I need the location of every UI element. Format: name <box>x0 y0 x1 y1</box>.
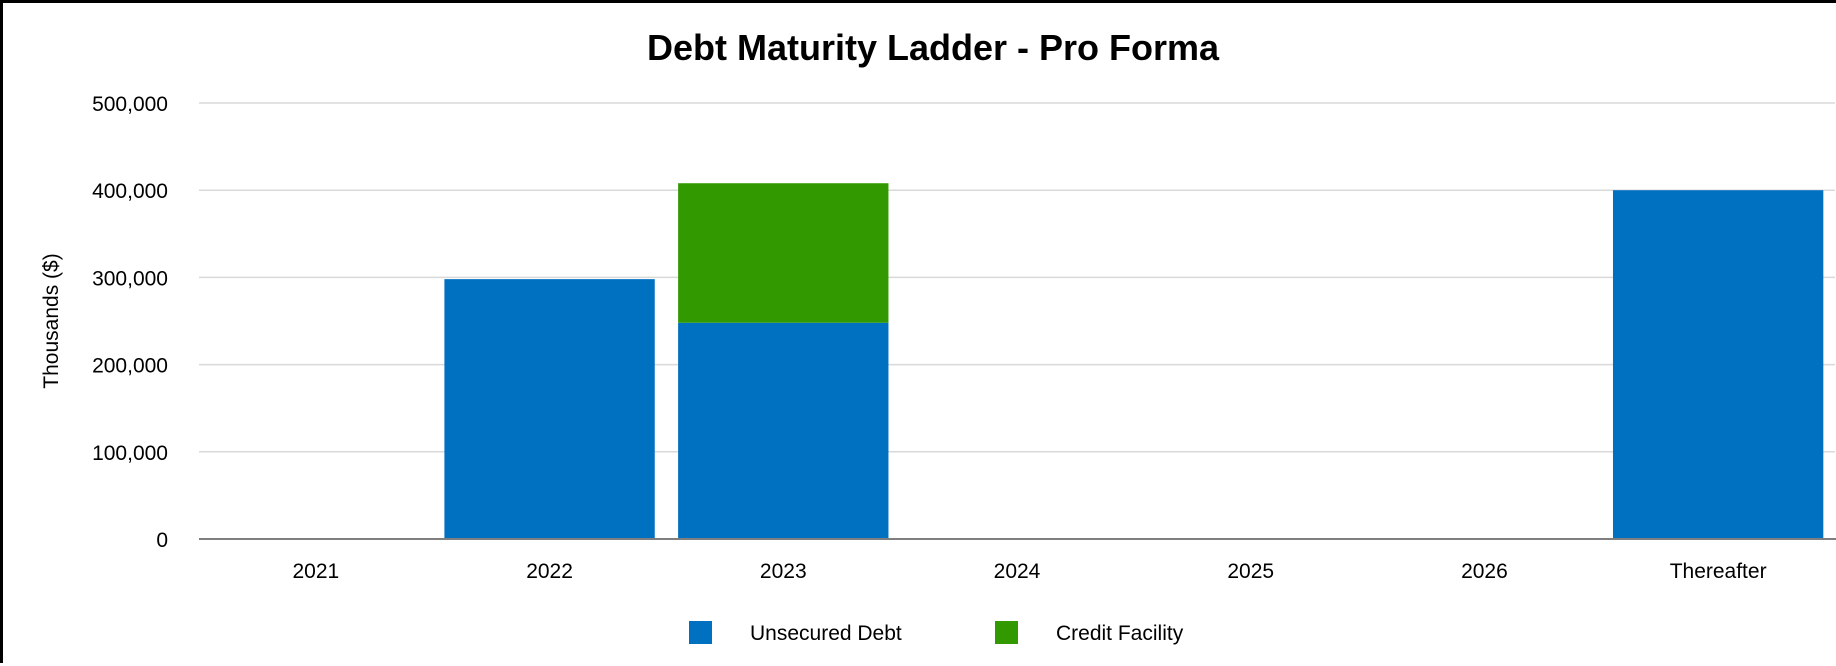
legend-label: Credit Facility <box>1056 622 1184 645</box>
x-tick-label: 2021 <box>292 560 339 583</box>
chart: Debt Maturity Ladder - Pro Forma Thousan… <box>40 27 1836 645</box>
y-axis-ticks: 0 100,000 200,000 300,000 400,000 500,000 <box>92 93 168 552</box>
legend-swatch <box>995 621 1018 644</box>
y-tick-label: 400,000 <box>92 180 168 203</box>
x-tick-label: 2024 <box>994 560 1041 583</box>
y-tick-label: 200,000 <box>92 355 168 378</box>
bars <box>444 183 1824 539</box>
x-axis-ticks: 2021 2022 2023 2024 2025 2026 Thereafter <box>292 560 1766 583</box>
y-axis-title: Thousands ($) <box>40 253 63 388</box>
bar-unsecured-debt-thereafter <box>1612 190 1824 539</box>
legend: Unsecured Debt Credit Facility <box>689 621 1184 645</box>
legend-swatch <box>689 621 712 644</box>
bar-unsecured-debt-2023 <box>678 322 889 539</box>
bar-unsecured-debt-2022 <box>444 279 655 539</box>
x-tick-label: 2023 <box>760 560 807 583</box>
x-tick-label: 2022 <box>526 560 573 583</box>
y-tick-label: 500,000 <box>92 93 168 116</box>
legend-label: Unsecured Debt <box>750 622 902 645</box>
bar-credit-facility-2023 <box>678 183 889 323</box>
x-tick-label: 2026 <box>1461 560 1508 583</box>
y-tick-label: 100,000 <box>92 442 168 465</box>
x-tick-label: Thereafter <box>1670 560 1767 583</box>
y-tick-label: 0 <box>156 529 168 552</box>
x-tick-label: 2025 <box>1227 560 1274 583</box>
y-tick-label: 300,000 <box>92 267 168 290</box>
chart-title: Debt Maturity Ladder - Pro Forma <box>647 27 1220 68</box>
